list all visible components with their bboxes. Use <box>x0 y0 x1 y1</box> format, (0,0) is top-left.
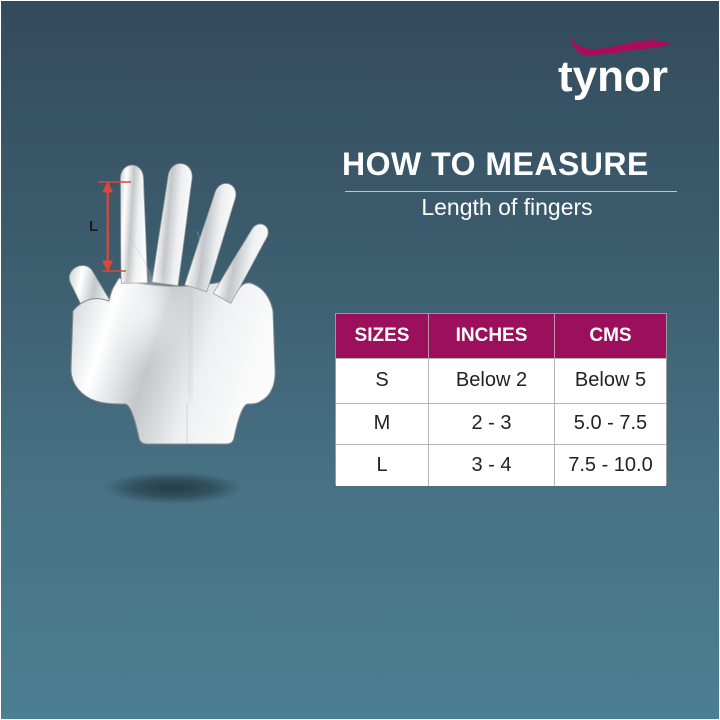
svg-text:L: L <box>89 218 98 235</box>
